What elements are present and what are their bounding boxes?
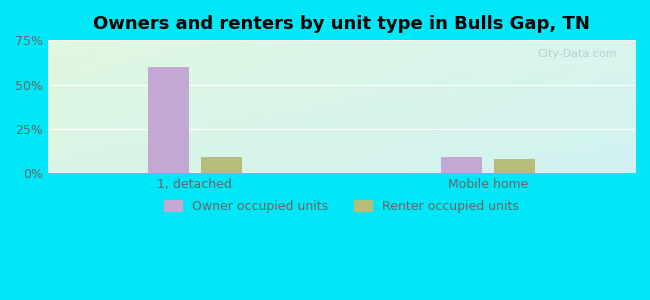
Bar bbox=[494, 159, 535, 173]
Legend: Owner occupied units, Renter occupied units: Owner occupied units, Renter occupied un… bbox=[159, 195, 524, 218]
Bar bbox=[200, 158, 242, 173]
Bar bbox=[148, 67, 188, 173]
Bar bbox=[441, 158, 482, 173]
Title: Owners and renters by unit type in Bulls Gap, TN: Owners and renters by unit type in Bulls… bbox=[93, 15, 590, 33]
Text: City-Data.com: City-Data.com bbox=[538, 50, 618, 59]
